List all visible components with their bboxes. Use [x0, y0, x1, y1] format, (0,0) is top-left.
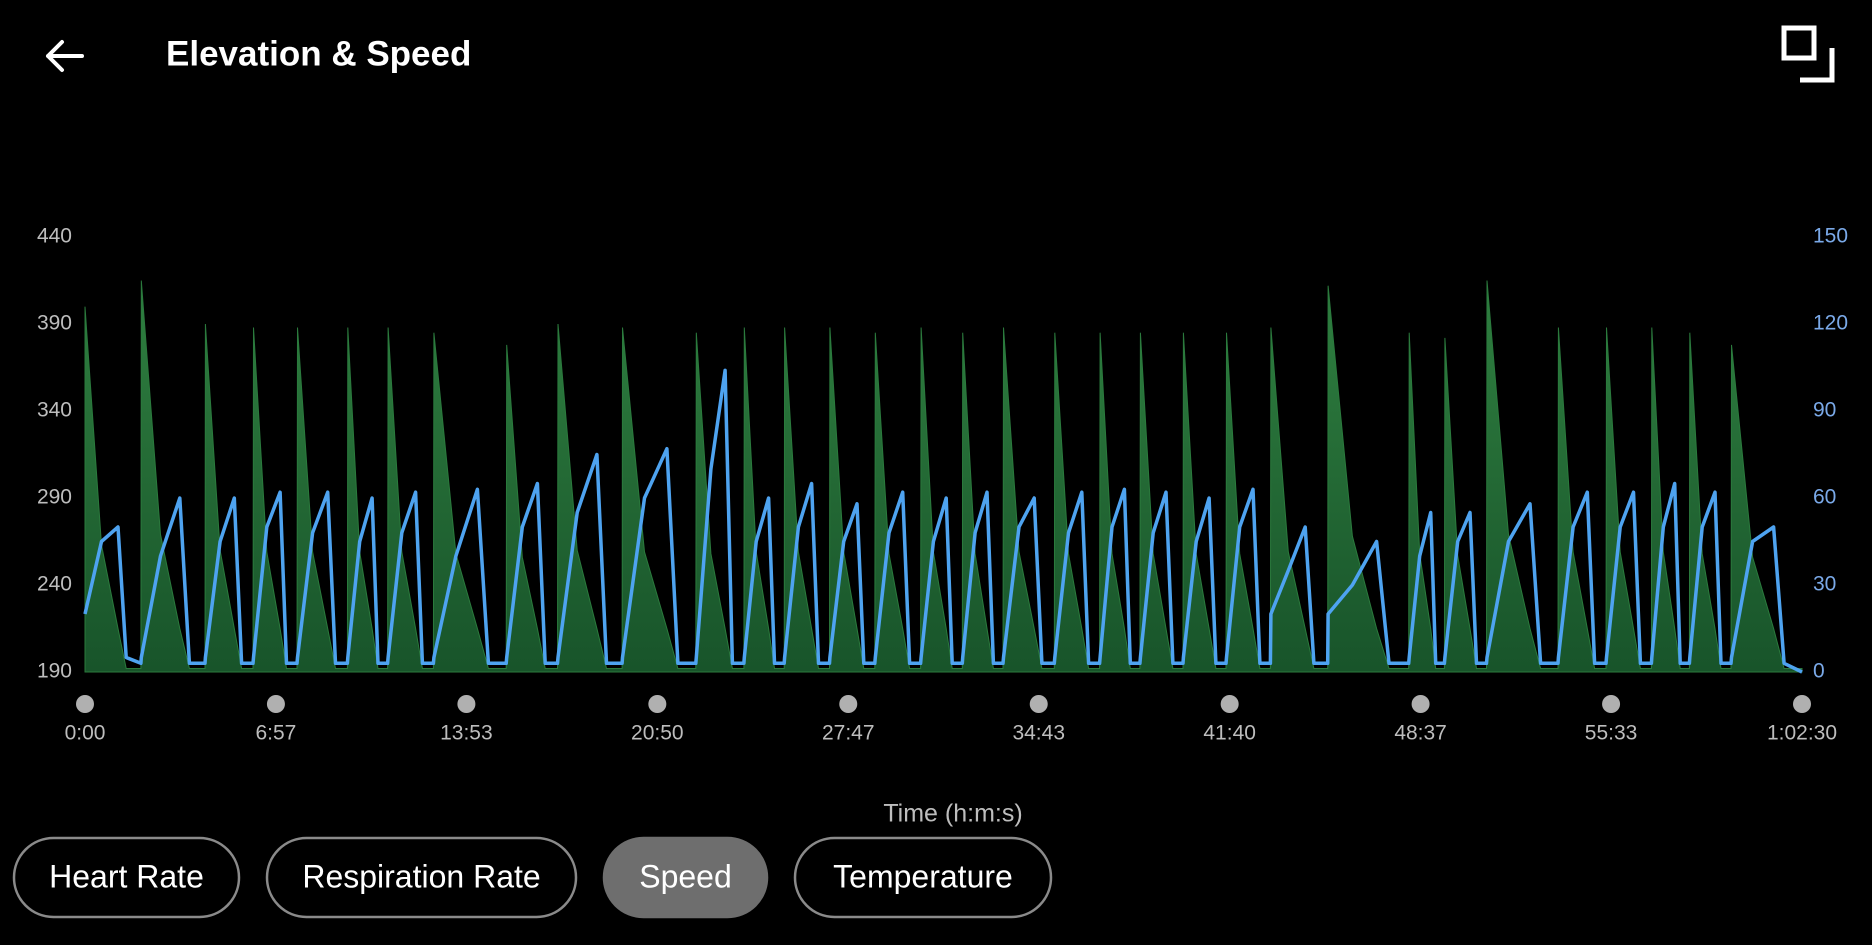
- tab-button[interactable]: Heart Rate: [12, 836, 241, 919]
- y2-tick-label: 60: [1813, 486, 1836, 509]
- x-tick-dot: [457, 695, 476, 713]
- x-tick-dot: [1793, 695, 1811, 713]
- x-tick-label: 27:47: [822, 722, 875, 745]
- button-row: Heart Rate Respiration Rate Speed Temperatu…: [12, 836, 1053, 919]
- y-tick-label: 390: [37, 312, 72, 335]
- x-tick-label: 6:57: [255, 722, 296, 745]
- x-tick-dot: [76, 695, 94, 713]
- tab-button-bg: [793, 836, 1053, 919]
- back-button[interactable]: [46, 40, 84, 72]
- y2-tick-label: 150: [1813, 225, 1848, 248]
- back-arrow: [46, 40, 84, 72]
- tab-button[interactable]: Respiration Rate: [265, 836, 578, 919]
- tab-button[interactable]: Speed: [602, 836, 769, 919]
- x-tick-dot: [1220, 695, 1239, 713]
- speed-line: [83, 368, 1803, 674]
- tab-button-label: Temperature: [833, 858, 1013, 894]
- y-tick-label: 190: [37, 660, 72, 683]
- y2-tick-label: 120: [1813, 312, 1848, 335]
- tab-button-label: Respiration Rate: [302, 858, 540, 894]
- y2-tick-label: 0: [1813, 660, 1825, 683]
- x-tick-label: 48:37: [1394, 722, 1447, 745]
- elevation-area: [84, 280, 1803, 673]
- y2-tick-label: 30: [1813, 573, 1836, 596]
- y-tick-label: 240: [37, 573, 72, 596]
- x-tick-label: 41:40: [1203, 722, 1256, 745]
- screen-title: Elevation & Speed: [166, 34, 471, 73]
- x-tick-dot: [1029, 695, 1048, 713]
- x-tick-dot: [648, 695, 667, 713]
- y-tick-label: 340: [37, 399, 72, 422]
- tab-button[interactable]: Temperature: [793, 836, 1053, 919]
- fullscreen-icon: [1781, 25, 1817, 61]
- fullscreen-icon: [1800, 48, 1835, 83]
- tab-button-bg: [602, 836, 769, 919]
- x-tick-dot: [1411, 695, 1430, 713]
- x-tick-label: 0:00: [65, 722, 106, 745]
- x-tick-label: 55:33: [1585, 722, 1638, 745]
- y2-tick-label: 90: [1813, 399, 1836, 422]
- x-tick-dot: [839, 695, 858, 713]
- x-tick-dot: [1602, 695, 1621, 713]
- x-tick-label: 13:53: [440, 722, 493, 745]
- x-axis-title: Time (h:m:s): [883, 800, 1022, 828]
- x-tick-label: 20:50: [631, 722, 684, 745]
- fullscreen-button[interactable]: [1781, 25, 1835, 83]
- tab-button-bg: [265, 836, 578, 919]
- tab-button-label: Speed: [639, 858, 732, 894]
- tab-button-label: Heart Rate: [49, 858, 204, 894]
- x-tick-label: 1:02:30: [1767, 722, 1837, 745]
- y-tick-label: 440: [37, 225, 72, 248]
- x-tick-label: 34:43: [1012, 722, 1065, 745]
- x-tick-dot: [266, 695, 285, 713]
- chart: 190 240 290 340 390 440 0 30 60 90 120 150 0:00 6:57 1…: [37, 225, 1848, 828]
- tab-button-bg: [12, 836, 241, 919]
- y-tick-label: 290: [37, 486, 72, 509]
